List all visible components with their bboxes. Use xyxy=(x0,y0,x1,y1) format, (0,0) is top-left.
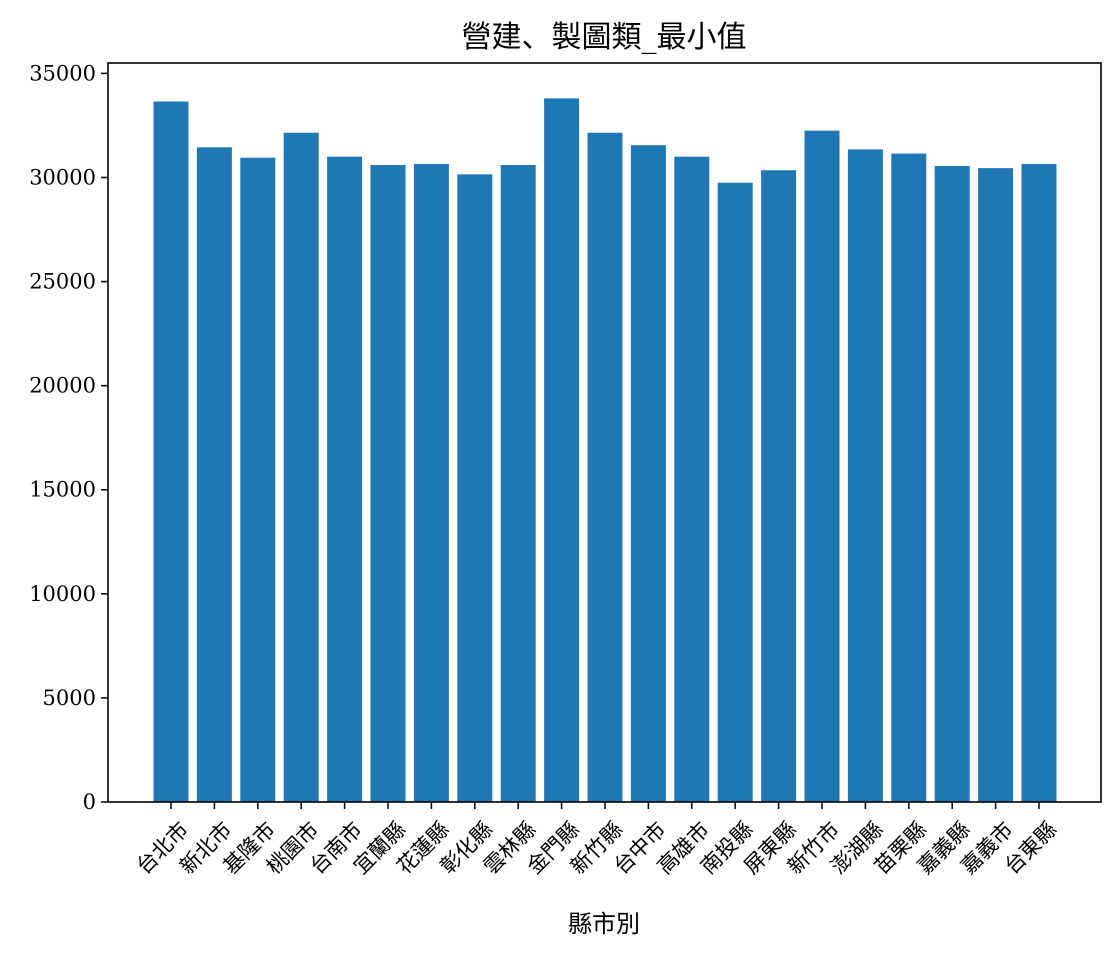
bar-屏東縣 xyxy=(761,170,797,802)
y-tick-label: 5000 xyxy=(43,686,96,710)
bar-澎湖縣 xyxy=(847,149,883,802)
bar-彰化縣 xyxy=(457,174,493,802)
y-tick-label: 25000 xyxy=(29,270,96,294)
y-tick-label: 15000 xyxy=(29,478,96,502)
bar-台北市 xyxy=(153,101,189,802)
bar-新竹市 xyxy=(804,130,840,802)
bar-苗栗縣 xyxy=(891,153,927,803)
bar-南投縣 xyxy=(717,182,753,802)
bar-嘉義縣 xyxy=(934,166,970,803)
bar-新北市 xyxy=(196,147,232,802)
x-axis-title: 縣市別 xyxy=(568,910,640,938)
plot-frame xyxy=(107,62,1102,803)
bar-高雄市 xyxy=(674,156,710,802)
bar-嘉義市 xyxy=(978,168,1014,802)
bars-group xyxy=(153,98,1057,803)
bar-台中市 xyxy=(630,145,666,803)
y-tick-label: 0 xyxy=(83,790,96,814)
chart-title: 營建、製圖類_最小值 xyxy=(462,20,747,55)
bar-金門縣 xyxy=(544,98,580,802)
x-axis: 台北市新北市基隆市桃園市台南市宜蘭縣花蓮縣彰化縣雲林縣金門縣新竹縣台中市高雄市南… xyxy=(132,802,1061,879)
y-tick-label: 35000 xyxy=(29,61,96,85)
bar-新竹縣 xyxy=(587,132,623,803)
bar-雲林縣 xyxy=(500,165,536,802)
bar-花蓮縣 xyxy=(413,163,449,802)
bar-台南市 xyxy=(327,156,363,802)
bar-台東縣 xyxy=(1021,163,1057,802)
y-tick-label: 30000 xyxy=(29,165,96,189)
y-axis: 0 5000 10000 15000 20000 25000 30000 35000 xyxy=(29,61,108,814)
y-tick-label: 20000 xyxy=(29,374,96,398)
bar-基隆市 xyxy=(240,157,276,803)
bar-桃園市 xyxy=(283,132,319,803)
bar-宜蘭縣 xyxy=(370,165,406,802)
y-tick-label: 10000 xyxy=(29,582,96,606)
